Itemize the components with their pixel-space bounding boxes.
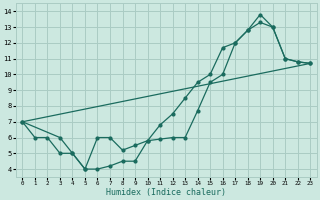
X-axis label: Humidex (Indice chaleur): Humidex (Indice chaleur) (106, 188, 226, 197)
